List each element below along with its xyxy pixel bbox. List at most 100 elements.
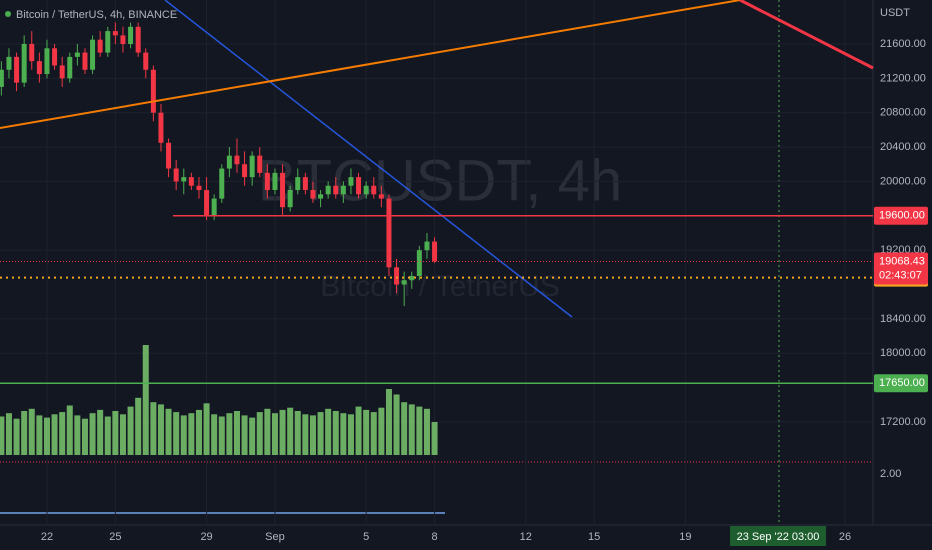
volume-bar — [347, 414, 354, 455]
y-tick-label: 18000.00 — [880, 347, 926, 359]
candle-body — [150, 69, 156, 113]
volume-bar — [119, 414, 126, 455]
volume-bar — [5, 413, 12, 455]
candle-body — [211, 198, 217, 216]
candle-body — [6, 56, 12, 70]
volume-bar — [355, 406, 362, 455]
candle-body — [143, 52, 149, 70]
volume-bar — [264, 408, 271, 455]
x-tick-label: 19 — [679, 531, 691, 543]
candle-body — [52, 48, 58, 66]
volume-bar — [226, 413, 233, 455]
candle-body — [356, 177, 362, 195]
volume-bar — [0, 416, 5, 455]
chart-title: Bitcoin / TetherUS, 4h, BINANCE — [16, 9, 177, 21]
volume-bar — [271, 413, 278, 455]
candle-body — [196, 185, 202, 191]
volume-bar — [97, 409, 104, 455]
volume-bar — [423, 408, 430, 455]
volume-bar — [279, 409, 286, 455]
volume-bar — [241, 415, 248, 455]
volume-bar — [188, 413, 195, 455]
crosshair-label: 23 Sep '22 03:00 — [737, 531, 820, 543]
candle-body — [394, 267, 400, 285]
volume-bar — [28, 408, 35, 455]
candle-body — [401, 280, 407, 285]
candle-body — [158, 112, 164, 143]
countdown: 02:43:07 — [879, 269, 922, 281]
candle-body — [318, 194, 324, 199]
volume-bar — [211, 414, 218, 455]
candle-body — [310, 190, 316, 199]
candle-body — [302, 177, 308, 191]
x-tick-label: 12 — [520, 531, 532, 543]
level-label: 17650.00 — [879, 377, 925, 389]
candle-body — [181, 177, 187, 182]
candle-body — [97, 39, 103, 53]
volume-bar — [302, 414, 309, 455]
trend-line — [739, 0, 874, 70]
x-tick-label: 15 — [588, 531, 600, 543]
volume-bar — [157, 404, 164, 455]
volume-bar — [142, 345, 149, 455]
candle-body — [287, 190, 293, 208]
volume-bar — [431, 422, 438, 455]
candle-body — [44, 48, 50, 75]
volume-bar — [233, 411, 240, 455]
volume-bar — [112, 411, 119, 455]
candle-body — [204, 190, 210, 216]
candle-body — [14, 56, 20, 83]
crosshair-box — [730, 526, 826, 546]
volume-bar — [287, 407, 294, 455]
volume-bar — [385, 389, 392, 455]
volume-bar — [408, 404, 415, 455]
indicator-label: 2.00 — [880, 468, 901, 480]
candle-body — [112, 31, 118, 36]
watermark: BTCUSDT, 4h — [258, 148, 622, 213]
candle-body — [120, 35, 126, 44]
volume-bar — [74, 415, 81, 455]
volume-bar — [150, 402, 157, 455]
volume-bar — [294, 411, 301, 455]
status-dot — [5, 11, 11, 17]
candle-body — [272, 172, 278, 191]
volume-bar — [135, 397, 142, 455]
candle-body — [36, 61, 42, 75]
candle-body — [188, 177, 194, 186]
volume-bar — [332, 411, 339, 455]
candle-body — [82, 52, 88, 70]
candle-body — [105, 31, 111, 53]
y-tick-label: 17200.00 — [880, 416, 926, 428]
volume-bar — [51, 414, 58, 455]
candle-body — [416, 250, 422, 276]
candle-body — [348, 177, 354, 186]
candle-body — [242, 164, 248, 178]
volume-bar — [363, 409, 370, 455]
candle-body — [325, 185, 331, 195]
volume-bar — [59, 412, 66, 455]
candle-body — [0, 69, 4, 87]
y-tick-label: 20400.00 — [880, 141, 926, 153]
volume-bar — [165, 408, 172, 455]
candle-body — [280, 172, 286, 208]
volume-bar — [66, 405, 73, 455]
candle-body — [67, 56, 73, 79]
volume-bar — [127, 406, 134, 455]
volume-bar — [180, 415, 187, 455]
trend-line — [164, 0, 573, 318]
candle-body — [386, 198, 392, 268]
x-tick-label: Sep — [265, 531, 285, 543]
candle-body — [333, 185, 339, 195]
x-tick-label: 5 — [363, 531, 369, 543]
candle-body — [257, 155, 263, 173]
candle-body — [371, 185, 377, 195]
volume-bar — [203, 403, 210, 455]
candle-body — [234, 155, 240, 165]
x-tick-label: 29 — [200, 531, 212, 543]
volume-bar — [340, 413, 347, 455]
volume-bar — [309, 415, 316, 455]
level-label: 19600.00 — [879, 210, 925, 222]
y-tick-label: 21200.00 — [880, 72, 926, 84]
candle-body — [128, 26, 134, 44]
volume-bar — [81, 418, 88, 455]
